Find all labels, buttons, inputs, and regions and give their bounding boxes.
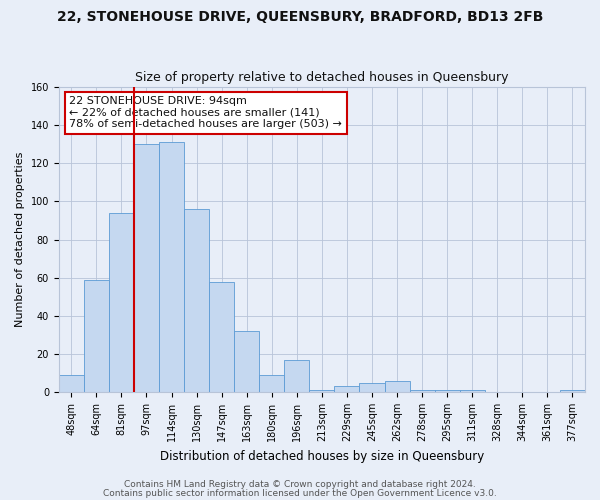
Bar (259, 375, 284, 392)
Bar (84, 280, 109, 392)
Bar (410, 390, 434, 392)
Bar (59, 375, 84, 392)
Bar (560, 390, 585, 392)
Bar (310, 390, 334, 392)
Bar (109, 213, 134, 392)
Y-axis label: Number of detached properties: Number of detached properties (15, 152, 25, 327)
Bar (434, 390, 460, 392)
Text: Contains HM Land Registry data © Crown copyright and database right 2024.: Contains HM Land Registry data © Crown c… (124, 480, 476, 489)
Bar (234, 331, 259, 392)
Text: 22, STONEHOUSE DRIVE, QUEENSBURY, BRADFORD, BD13 2FB: 22, STONEHOUSE DRIVE, QUEENSBURY, BRADFO… (57, 10, 543, 24)
Bar (209, 282, 234, 392)
Bar (460, 390, 485, 392)
Bar (334, 386, 359, 392)
Bar (134, 144, 159, 392)
Bar (284, 360, 310, 392)
Bar (359, 382, 385, 392)
Text: Contains public sector information licensed under the Open Government Licence v3: Contains public sector information licen… (103, 488, 497, 498)
Title: Size of property relative to detached houses in Queensbury: Size of property relative to detached ho… (135, 72, 509, 85)
Bar (184, 209, 209, 392)
X-axis label: Distribution of detached houses by size in Queensbury: Distribution of detached houses by size … (160, 450, 484, 462)
Text: 22 STONEHOUSE DRIVE: 94sqm
← 22% of detached houses are smaller (141)
78% of sem: 22 STONEHOUSE DRIVE: 94sqm ← 22% of deta… (70, 96, 342, 130)
Bar (159, 142, 184, 392)
Bar (385, 380, 410, 392)
